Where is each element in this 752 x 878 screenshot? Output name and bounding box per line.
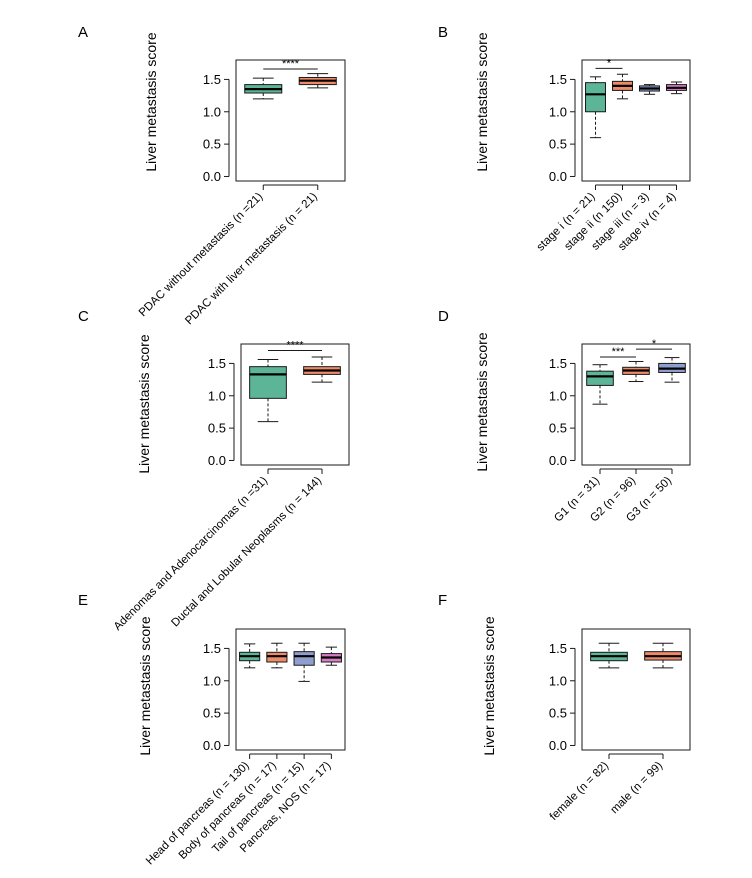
y-axis-title-a: Liver metastasis score: [143, 32, 159, 171]
plot-frame-c: [240, 343, 350, 466]
plot-frame-b: [581, 59, 691, 182]
y-tick-label-f: 0.0: [549, 738, 567, 753]
box-d: [586, 370, 614, 386]
panel-label-b: B: [438, 24, 448, 41]
y-tick-label-c: 0.5: [208, 421, 226, 436]
panel-label-c: C: [78, 308, 89, 325]
panel-label-d: D: [438, 308, 449, 325]
y-tick-label-a: 0.0: [203, 169, 221, 184]
box-e: [293, 651, 315, 666]
y-tick-label-e: 0.5: [203, 706, 221, 721]
panel-label-e: E: [78, 592, 88, 609]
y-tick-label-d: 0.5: [549, 421, 567, 436]
significance-label-a: ****: [282, 58, 300, 70]
y-tick-label-f: 1.0: [549, 673, 567, 688]
box-c: [249, 366, 287, 399]
y-tick-label-b: 0.0: [549, 169, 567, 184]
y-axis-title-d: Liver metastasis score: [474, 332, 490, 471]
panel-label-f: F: [438, 592, 447, 609]
y-tick-label-e: 0.0: [203, 738, 221, 753]
y-tick-label-f: 1.5: [549, 641, 567, 656]
y-tick-label-d: 1.0: [549, 388, 567, 403]
y-tick-label-a: 1.0: [203, 104, 221, 119]
y-tick-label-c: 0.0: [208, 453, 226, 468]
plot-frame-a: [235, 59, 346, 182]
significance-label-d: *: [652, 338, 657, 350]
y-tick-label-e: 1.0: [203, 673, 221, 688]
y-axis-title-b: Liver metastasis score: [474, 32, 490, 171]
y-tick-label-b: 1.5: [549, 72, 567, 87]
y-tick-label-c: 1.5: [208, 356, 226, 371]
y-tick-label-b: 0.5: [549, 137, 567, 152]
box-b: [585, 82, 606, 113]
y-tick-label-d: 1.5: [549, 356, 567, 371]
y-tick-label-e: 1.5: [203, 641, 221, 656]
plot-frame-f: [581, 628, 691, 751]
y-axis-title-c: Liver metastasis score: [136, 334, 152, 473]
plot-frame-e: [235, 628, 346, 751]
panel-label-a: A: [78, 24, 88, 41]
plot-frame-d: [581, 343, 691, 466]
significance-label-d: ***: [612, 346, 626, 358]
y-tick-label-d: 0.0: [549, 453, 567, 468]
y-tick-label-b: 1.0: [549, 104, 567, 119]
y-tick-label-c: 1.0: [208, 388, 226, 403]
y-axis-title-f: Liver metastasis score: [481, 616, 497, 755]
y-axis-title-e: Liver metastasis score: [137, 616, 153, 755]
y-tick-label-f: 0.5: [549, 706, 567, 721]
significance-label-b: *: [607, 57, 612, 69]
y-tick-label-a: 0.5: [203, 137, 221, 152]
significance-label-c: ****: [286, 339, 304, 351]
y-tick-label-a: 1.5: [203, 72, 221, 87]
